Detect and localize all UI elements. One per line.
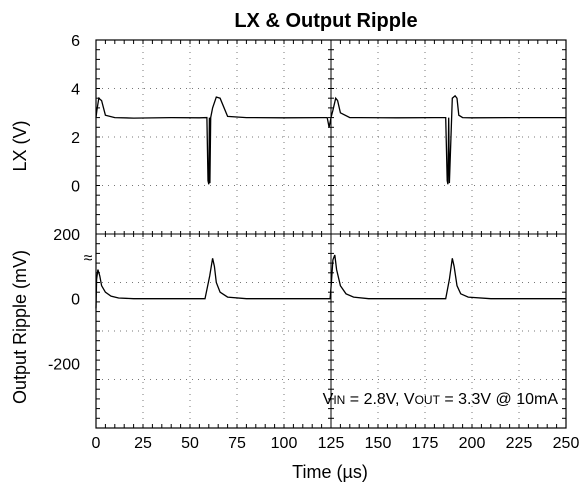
lx-trace [95, 94, 566, 185]
lx-y-axis-label: LX (V) [10, 120, 30, 171]
axis-break-mark: ≈ [84, 250, 93, 267]
lx-y-tick-label: 2 [71, 130, 80, 147]
x-tick-label: 225 [506, 435, 533, 452]
panel-lx: 6 4 2 0 LX (V) [10, 33, 566, 196]
lx-y-tick-labels: 6 4 2 0 [71, 33, 80, 196]
lx-y-tick-label: 6 [71, 33, 80, 50]
x-tick-label: 25 [134, 435, 152, 452]
lx-y-tick-label: 0 [71, 179, 80, 196]
plot-frame [95, 39, 567, 429]
ripple-y-tick-label: 200 [53, 227, 80, 244]
ripple-y-tick-labels: 200 0 -200 [48, 227, 80, 373]
panel-ripple: 200 0 -200 Output Ripple (mV) [10, 227, 566, 404]
chart-title: LX & Output Ripple [234, 10, 417, 32]
x-tick-label: 250 [553, 435, 580, 452]
x-tick-label: 0 [92, 435, 101, 452]
x-tick-label: 150 [365, 435, 392, 452]
condition-annotation: VIN = 2.8V, VOUT = 3.3V @ 10mA [323, 391, 559, 408]
ripple-y-tick-label: 0 [71, 292, 80, 309]
x-tick-label: 100 [271, 435, 298, 452]
x-tick-label: 50 [181, 435, 199, 452]
x-tick-label: 125 [318, 435, 345, 452]
x-tick-label: 200 [459, 435, 486, 452]
lx-y-tick-label: 4 [71, 82, 80, 99]
x-tick-label: 75 [228, 435, 246, 452]
x-axis-label: Time (µs) [292, 462, 368, 482]
x-tick-labels: 0 25 50 75 100 125 150 175 200 225 250 [92, 435, 580, 452]
ripple-y-tick-label: -200 [48, 356, 80, 373]
x-tick-label: 175 [412, 435, 439, 452]
ripple-y-axis-label: Output Ripple (mV) [10, 250, 30, 404]
ripple-trace [95, 254, 566, 309]
ticks [96, 40, 566, 428]
